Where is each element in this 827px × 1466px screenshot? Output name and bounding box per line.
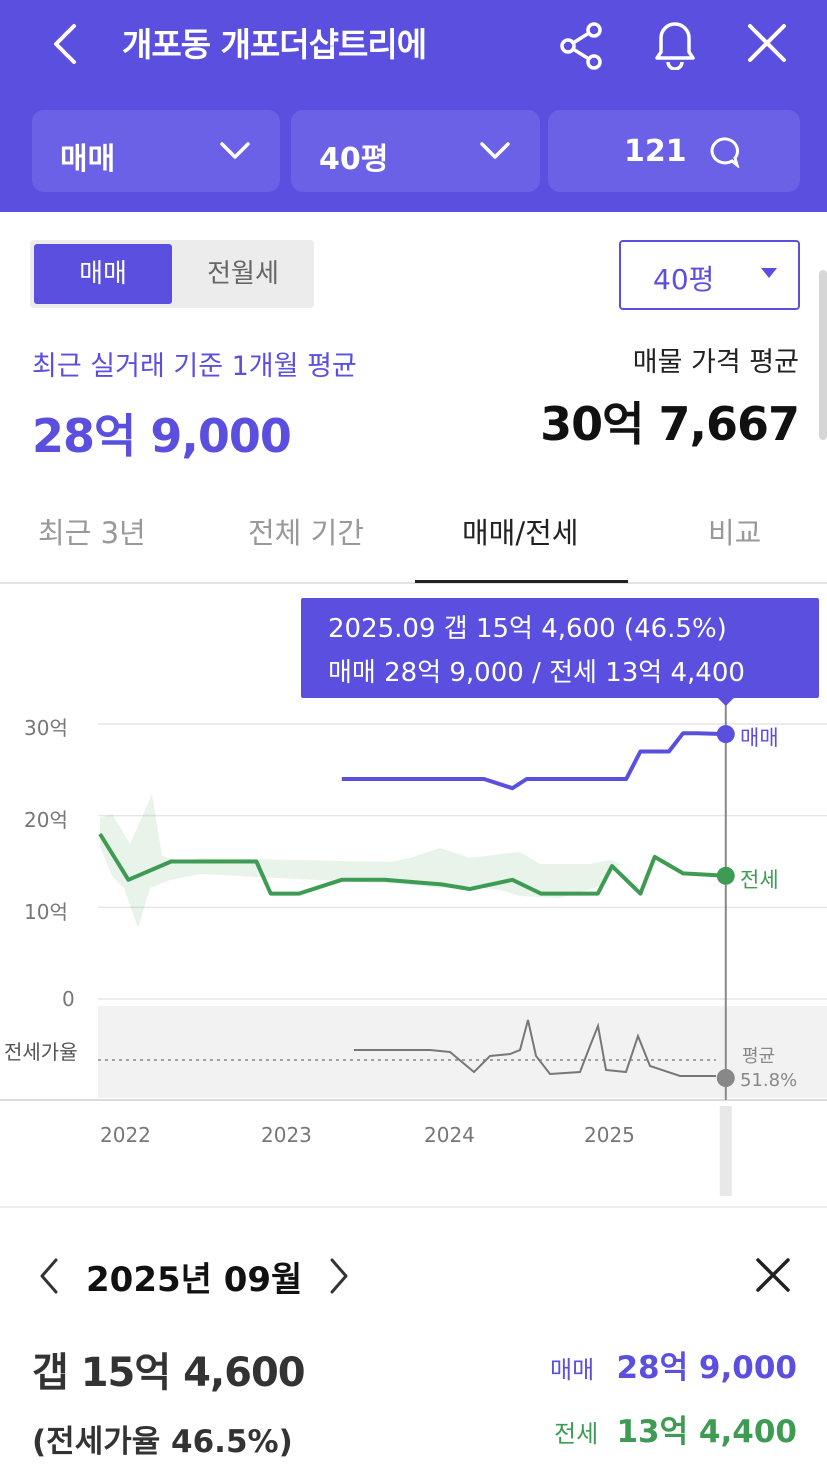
ratio-point bbox=[716, 1069, 735, 1087]
price-chart[interactable]: 30억 20억 10억 0 전세가율 2022 2023 2024 2025 매… bbox=[0, 586, 827, 1204]
sale-point bbox=[716, 725, 735, 744]
page-title: 개포동 개포더샵트리에 bbox=[122, 25, 427, 64]
caret-down-icon bbox=[761, 268, 777, 278]
chevron-right-icon[interactable] bbox=[326, 1256, 352, 1296]
series-label-jeonse: 전세 bbox=[740, 868, 779, 892]
ratio-band-background bbox=[98, 1006, 827, 1098]
chevron-down-icon bbox=[220, 142, 250, 159]
selection-track bbox=[719, 1106, 732, 1196]
listing-average-label: 매물 가격 평균 bbox=[632, 347, 799, 378]
jeonse-ratio: (전세가율 46.5%) bbox=[32, 1424, 293, 1460]
bell-icon[interactable] bbox=[648, 16, 702, 70]
recent-average-label: 최근 실거래 기준 1개월 평균 bbox=[32, 351, 357, 382]
tab-compare[interactable]: 비교 bbox=[708, 516, 762, 550]
ratio-series-line bbox=[354, 1019, 716, 1077]
listing-average-price: 30억 7,667 bbox=[540, 397, 800, 451]
x-tick-label: 2025 bbox=[584, 1123, 635, 1147]
size-dropdown[interactable]: 40평 bbox=[619, 240, 800, 310]
jeonse-value: 13억 4,400 bbox=[616, 1414, 797, 1450]
sale-label: 매매 bbox=[550, 1356, 595, 1384]
jeonse-series-line bbox=[98, 832, 726, 896]
gap-amount: 갭 15억 4,600 bbox=[32, 1350, 306, 1396]
tooltip-pointer bbox=[717, 698, 734, 706]
x-tick-label: 2023 bbox=[261, 1123, 312, 1147]
ratio-axis-label: 전세가율 bbox=[4, 1040, 78, 1064]
x-tick-label: 2022 bbox=[100, 1123, 151, 1147]
close-icon[interactable] bbox=[754, 1256, 792, 1294]
tab-recent-3-years[interactable]: 최근 3년 bbox=[38, 516, 146, 550]
jeonse-label: 전세 bbox=[554, 1420, 599, 1448]
price-chart-svg bbox=[0, 698, 827, 1196]
sale-value: 28억 9,000 bbox=[616, 1350, 797, 1386]
tooltip-price-line: 매매 28억 9,000 / 전세 13억 4,400 bbox=[328, 658, 745, 688]
ratio-average-value: 51.8% bbox=[740, 1070, 798, 1091]
chevron-down-icon bbox=[480, 142, 510, 159]
share-icon[interactable] bbox=[556, 20, 608, 72]
month-detail-panel: 2025년 09월 갭 15억 4,600 (전세가율 46.5%) 매매 28… bbox=[0, 1206, 827, 1466]
tooltip-gap-line: 2025.09 갭 15억 4,600 (46.5%) bbox=[328, 614, 727, 644]
back-icon[interactable] bbox=[44, 20, 88, 68]
tab-all-period[interactable]: 전체 기간 bbox=[248, 516, 364, 550]
area-select[interactable]: 40평 bbox=[291, 110, 540, 192]
tab-sale-jeonse[interactable]: 매매/전세 bbox=[462, 516, 579, 550]
y-tick-label: 10억 bbox=[24, 900, 68, 924]
comments-button[interactable]: 121 bbox=[548, 110, 800, 192]
scrollbar[interactable] bbox=[819, 270, 827, 440]
trade-type-select[interactable]: 매매 bbox=[32, 110, 280, 192]
sale-series-line bbox=[341, 731, 726, 791]
selected-month: 2025년 09월 bbox=[86, 1260, 303, 1300]
y-tick-label: 0 bbox=[62, 987, 75, 1011]
toggle-sale[interactable]: 매매 bbox=[34, 244, 172, 304]
y-tick-label: 20억 bbox=[24, 808, 68, 832]
close-icon[interactable] bbox=[744, 20, 790, 66]
app-header: 개포동 개포더샵트리에 매매 40평 121 bbox=[0, 0, 827, 212]
ratio-average-label: 평균 bbox=[742, 1046, 776, 1067]
active-tab-indicator bbox=[415, 580, 628, 583]
x-tick-label: 2024 bbox=[424, 1123, 475, 1147]
series-label-sale: 매매 bbox=[740, 726, 779, 750]
chart-tooltip: 2025.09 갭 15억 4,600 (46.5%) 매매 28억 9,000… bbox=[301, 598, 819, 698]
y-tick-label: 30억 bbox=[24, 716, 68, 740]
recent-average-price: 28억 9,000 bbox=[32, 409, 292, 463]
trade-toggle: 매매 전월세 bbox=[30, 240, 314, 308]
jeonse-point bbox=[716, 866, 735, 885]
toggle-rent[interactable]: 전월세 bbox=[207, 259, 279, 289]
period-tabs: 최근 3년 전체 기간 매매/전세 비교 bbox=[0, 480, 827, 584]
chevron-left-icon[interactable] bbox=[36, 1256, 62, 1296]
comment-bubble-icon bbox=[710, 137, 740, 168]
